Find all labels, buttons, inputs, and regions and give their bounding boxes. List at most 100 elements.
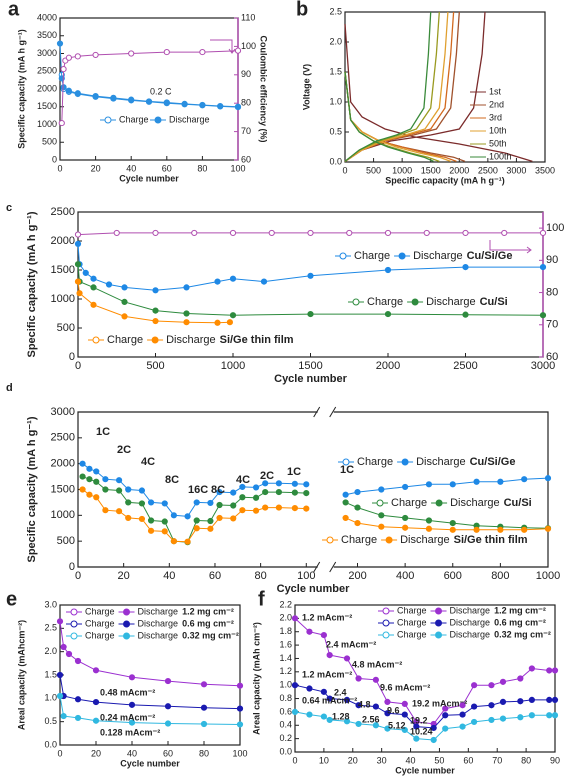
data-point	[229, 312, 237, 319]
data-point	[488, 702, 495, 709]
data-point	[459, 711, 466, 718]
legend-label: Discharge	[138, 630, 179, 640]
y-tick-label: 3000	[51, 406, 75, 418]
annotation: 1C	[287, 466, 301, 478]
y-tick-label: 500	[57, 322, 75, 334]
data-point	[342, 491, 349, 498]
data-point	[74, 231, 82, 238]
data-point	[262, 488, 269, 496]
data-point	[145, 98, 153, 105]
panel: f 0 10 20 30 40 50 60 70 80 90 0.0 0.2 0.4 0.6 0.8 1.0 1.…	[251, 588, 560, 775]
y-tick-label: 2000	[51, 458, 75, 470]
data-point	[517, 698, 524, 705]
data-point	[74, 240, 82, 247]
y2-tick-label: 110	[241, 12, 255, 22]
data-point	[528, 712, 535, 719]
data-point	[183, 284, 190, 291]
data-point	[499, 698, 507, 705]
data-point	[110, 94, 117, 101]
data-point	[372, 703, 379, 710]
x-axis-label: Cycle number	[395, 765, 455, 775]
data-point	[236, 682, 244, 689]
legend-marker	[398, 252, 406, 260]
x-tick-label: 10	[319, 755, 329, 765]
legend-label: Charge	[119, 114, 149, 124]
data-point	[488, 682, 495, 689]
data-point	[462, 229, 469, 237]
data-point	[121, 284, 128, 291]
data-point	[291, 489, 298, 496]
data-point	[355, 702, 362, 709]
x-tick-label: 80	[199, 748, 209, 758]
data-point	[74, 657, 82, 665]
x-tick-label: 0	[292, 755, 297, 765]
y-tick-label: 1500	[37, 101, 57, 111]
data-point	[551, 696, 559, 703]
data-point	[521, 526, 528, 533]
panel-label: a	[8, 0, 20, 20]
y-tick-label: 1000	[51, 293, 75, 305]
legend-label: 3rd	[489, 112, 502, 122]
legend-series-name: Cu/Si/Ge	[470, 456, 516, 468]
data-point	[193, 517, 200, 524]
annotation: 0.128 mAcm⁻²	[100, 727, 160, 737]
data-point	[102, 507, 109, 514]
data-point	[462, 311, 469, 318]
x-tick-label: 500	[146, 360, 164, 372]
data-point	[372, 676, 379, 683]
legend-marker	[435, 499, 443, 507]
data-point	[546, 712, 553, 719]
legend-label: Charge	[357, 456, 393, 468]
data-point	[544, 475, 552, 482]
x-tick-label: 60	[162, 163, 172, 173]
legend-marker	[339, 252, 347, 260]
data-point	[471, 703, 478, 710]
legend-label: Discharge	[450, 497, 500, 509]
y2-tick-label: 80	[546, 286, 558, 298]
data-point	[471, 718, 478, 726]
data-point	[343, 696, 351, 703]
data-point	[170, 512, 177, 519]
data-point	[303, 481, 310, 488]
panel-label: b	[296, 0, 308, 20]
data-point	[384, 266, 392, 274]
legend-label: 50th	[489, 138, 507, 148]
data-point	[184, 513, 191, 520]
y-tick-label: 1000	[51, 509, 75, 521]
data-point	[163, 99, 170, 106]
data-point	[378, 486, 385, 493]
legend-marker	[411, 298, 419, 306]
data-point	[56, 671, 64, 679]
legend-label: Discharge	[400, 534, 450, 546]
annotation: 1.2 mAcm⁻²	[302, 612, 352, 622]
legend-series-name: Cu/Si	[480, 296, 508, 308]
y-tick-label: 3500	[37, 30, 57, 40]
legend-marker	[401, 458, 409, 466]
data-point	[60, 712, 67, 720]
data-point	[252, 507, 260, 514]
data-point	[384, 310, 392, 318]
x-tick-label: 2000	[376, 360, 400, 372]
data-point	[551, 667, 559, 674]
data-point	[291, 480, 298, 487]
legend-marker	[382, 607, 390, 615]
data-point	[517, 714, 524, 721]
legend-marker	[151, 336, 159, 344]
x-tick-label: 1500	[421, 165, 441, 175]
data-point	[74, 714, 82, 722]
data-point	[147, 517, 155, 524]
x-tick-label: 20	[91, 748, 101, 758]
y-tick-label: 0.2	[279, 733, 292, 743]
data-point	[152, 287, 159, 294]
x-tick-label: 600	[444, 570, 462, 582]
data-point	[191, 229, 198, 237]
y-tick-label: 1000	[37, 119, 57, 129]
data-point	[275, 488, 282, 496]
axis-break	[329, 406, 337, 418]
axis-frame	[59, 17, 239, 161]
data-point	[229, 229, 237, 237]
axis-break	[313, 561, 321, 573]
data-point	[216, 501, 223, 509]
data-point	[252, 484, 260, 491]
data-point	[303, 505, 310, 512]
